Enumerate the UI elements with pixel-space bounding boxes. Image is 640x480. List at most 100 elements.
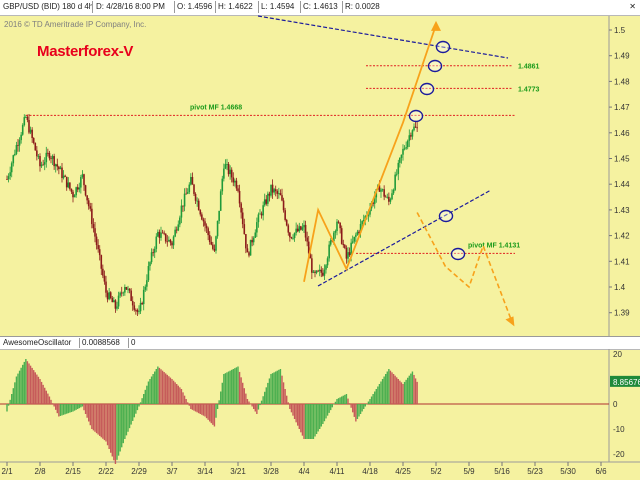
lower-trend-line (317, 189, 492, 287)
candle-body (84, 185, 87, 196)
oscillator-bar (133, 404, 135, 418)
candle-body (62, 175, 65, 179)
candle-body (21, 125, 24, 135)
oscillator-bar (213, 404, 216, 427)
oscillator-bar (253, 404, 255, 409)
candle-body (40, 164, 43, 167)
candle-body (411, 130, 414, 137)
oscillator-bar (319, 404, 321, 429)
oscillator-bar (136, 404, 139, 411)
open-readout: O: 1.4596 (177, 2, 213, 11)
candle-body (9, 172, 11, 177)
candle-body (208, 235, 211, 242)
candle-body (273, 189, 275, 193)
candle-body (263, 199, 266, 206)
oscillator-header: AwesomeOscillator 0.0088568 0 (0, 336, 640, 350)
symbol-label[interactable]: GBP/USD (BID) 180 d 4h (3, 2, 94, 11)
candle-body (119, 292, 121, 296)
oscillator-bar (100, 404, 102, 438)
oscillator-bar (369, 399, 371, 404)
oscillator-bar (265, 387, 267, 404)
oscillator-tick-label: 0 (613, 400, 618, 409)
oscillator-bar (28, 363, 30, 404)
candle-body (212, 244, 214, 249)
candle-body (254, 232, 257, 238)
oscillator-tick-label: -20 (613, 450, 625, 459)
oscillator-bar (260, 400, 263, 404)
oscillator-bar (298, 404, 300, 429)
candle-body (117, 295, 120, 307)
oscillator-bar (198, 404, 200, 414)
candle-body (227, 163, 230, 175)
range-readout: R: 0.0028 (345, 2, 380, 11)
oscillator-bar (286, 395, 288, 404)
candle-body (359, 224, 362, 234)
oscillator-bar (224, 373, 227, 404)
pivot-level-label: pivot MF 1.4131 (468, 242, 520, 249)
oscillator-bar (383, 376, 385, 404)
header-divider (128, 338, 129, 348)
oscillator-bar (81, 404, 84, 407)
oscillator-bar (61, 404, 63, 416)
oscillator-bar (282, 382, 285, 404)
candle-body (267, 193, 269, 204)
candle-body (100, 255, 103, 269)
candle-body (245, 234, 247, 249)
oscillator-name[interactable]: AwesomeOscillator (3, 338, 72, 347)
oscillator-bar (275, 371, 277, 404)
oscillator-bar (70, 404, 73, 413)
candle-body (405, 147, 407, 149)
price-tick-label: 1.49 (614, 52, 630, 61)
oscillator-bar (359, 404, 362, 414)
candle-body (37, 156, 40, 157)
oscillator-bar (160, 369, 162, 404)
candle-body (345, 247, 348, 259)
oscillator-bar (143, 394, 145, 404)
candle-body (128, 288, 131, 291)
candle-body (292, 238, 294, 239)
oscillator-bar (55, 404, 57, 410)
oscillator-bar (97, 404, 99, 435)
oscillator-bar (297, 404, 299, 426)
oscillator-bar (220, 391, 222, 404)
oscillator-bar (223, 374, 225, 404)
candle-body (133, 305, 136, 310)
candle-body (153, 248, 156, 253)
oscillator-bar (94, 404, 96, 432)
oscillator-bar (158, 367, 161, 404)
candle-body (61, 167, 63, 179)
oscillator-bar (259, 404, 261, 406)
candle-body (348, 252, 351, 256)
oscillator-bar (264, 391, 266, 404)
candle-body (78, 187, 81, 190)
candle-body (73, 195, 76, 198)
candle-body (180, 205, 183, 218)
oscillator-bar (221, 382, 223, 404)
candle-body (94, 228, 96, 237)
oscillator-bar (372, 394, 374, 404)
oscillator-bar (99, 404, 101, 436)
target-circle (419, 82, 435, 96)
candle-body (174, 229, 176, 237)
oscillator-bar (355, 404, 357, 422)
oscillator-bar (411, 371, 414, 404)
candle-body (326, 258, 329, 266)
candle-body (177, 224, 180, 231)
oscillator-bar (306, 404, 308, 439)
oscillator-bar (69, 404, 71, 413)
candle-body (304, 224, 307, 238)
candle-body (47, 152, 49, 154)
oscillator-bar (53, 404, 55, 407)
price-tick-label: 1.5 (614, 26, 626, 35)
candle-body (18, 140, 21, 146)
oscillator-bar (174, 382, 176, 404)
close-readout: C: 1.4613 (303, 2, 338, 11)
oscillator-bar (152, 374, 154, 404)
candle-body (281, 195, 283, 201)
close-icon[interactable]: ✕ (629, 2, 636, 11)
time-tick-label: 2/8 (34, 467, 46, 476)
oscillator-bar (367, 401, 370, 404)
oscillator-bar (402, 384, 404, 404)
oscillator-bar (287, 402, 289, 404)
